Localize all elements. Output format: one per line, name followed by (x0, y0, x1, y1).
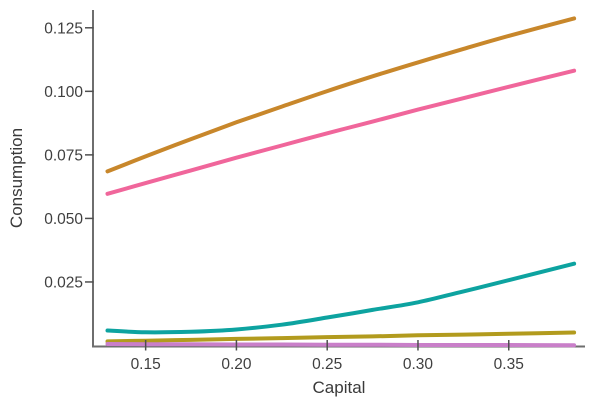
axis-ticks (85, 27, 510, 351)
y-tick-label: 0.050 (44, 211, 83, 228)
x-tick-label: 0.35 (494, 356, 524, 373)
x-tick-label: 0.30 (403, 356, 434, 373)
x-tick-label: 0.20 (221, 356, 252, 373)
lavender-line (105, 342, 577, 348)
pink-line (105, 68, 577, 196)
x-tick-label: 0.15 (131, 356, 161, 373)
orange-line (105, 16, 577, 174)
teal-line (105, 261, 577, 335)
data-lines (105, 16, 577, 348)
tick-labels: 0.15 0.20 0.25 0.30 0.35 0.025 0.050 0.075 0.100… (44, 20, 524, 373)
y-tick-label: 0.125 (44, 20, 83, 37)
y-axis-label: Consumption (7, 128, 26, 228)
y-tick-label: 0.025 (44, 274, 83, 291)
y-tick-label: 0.100 (44, 84, 83, 101)
olive-line (105, 330, 577, 344)
x-tick-label: 0.25 (312, 356, 342, 373)
x-axis-label: Capital (313, 378, 366, 397)
y-tick-label: 0.075 (44, 147, 83, 164)
